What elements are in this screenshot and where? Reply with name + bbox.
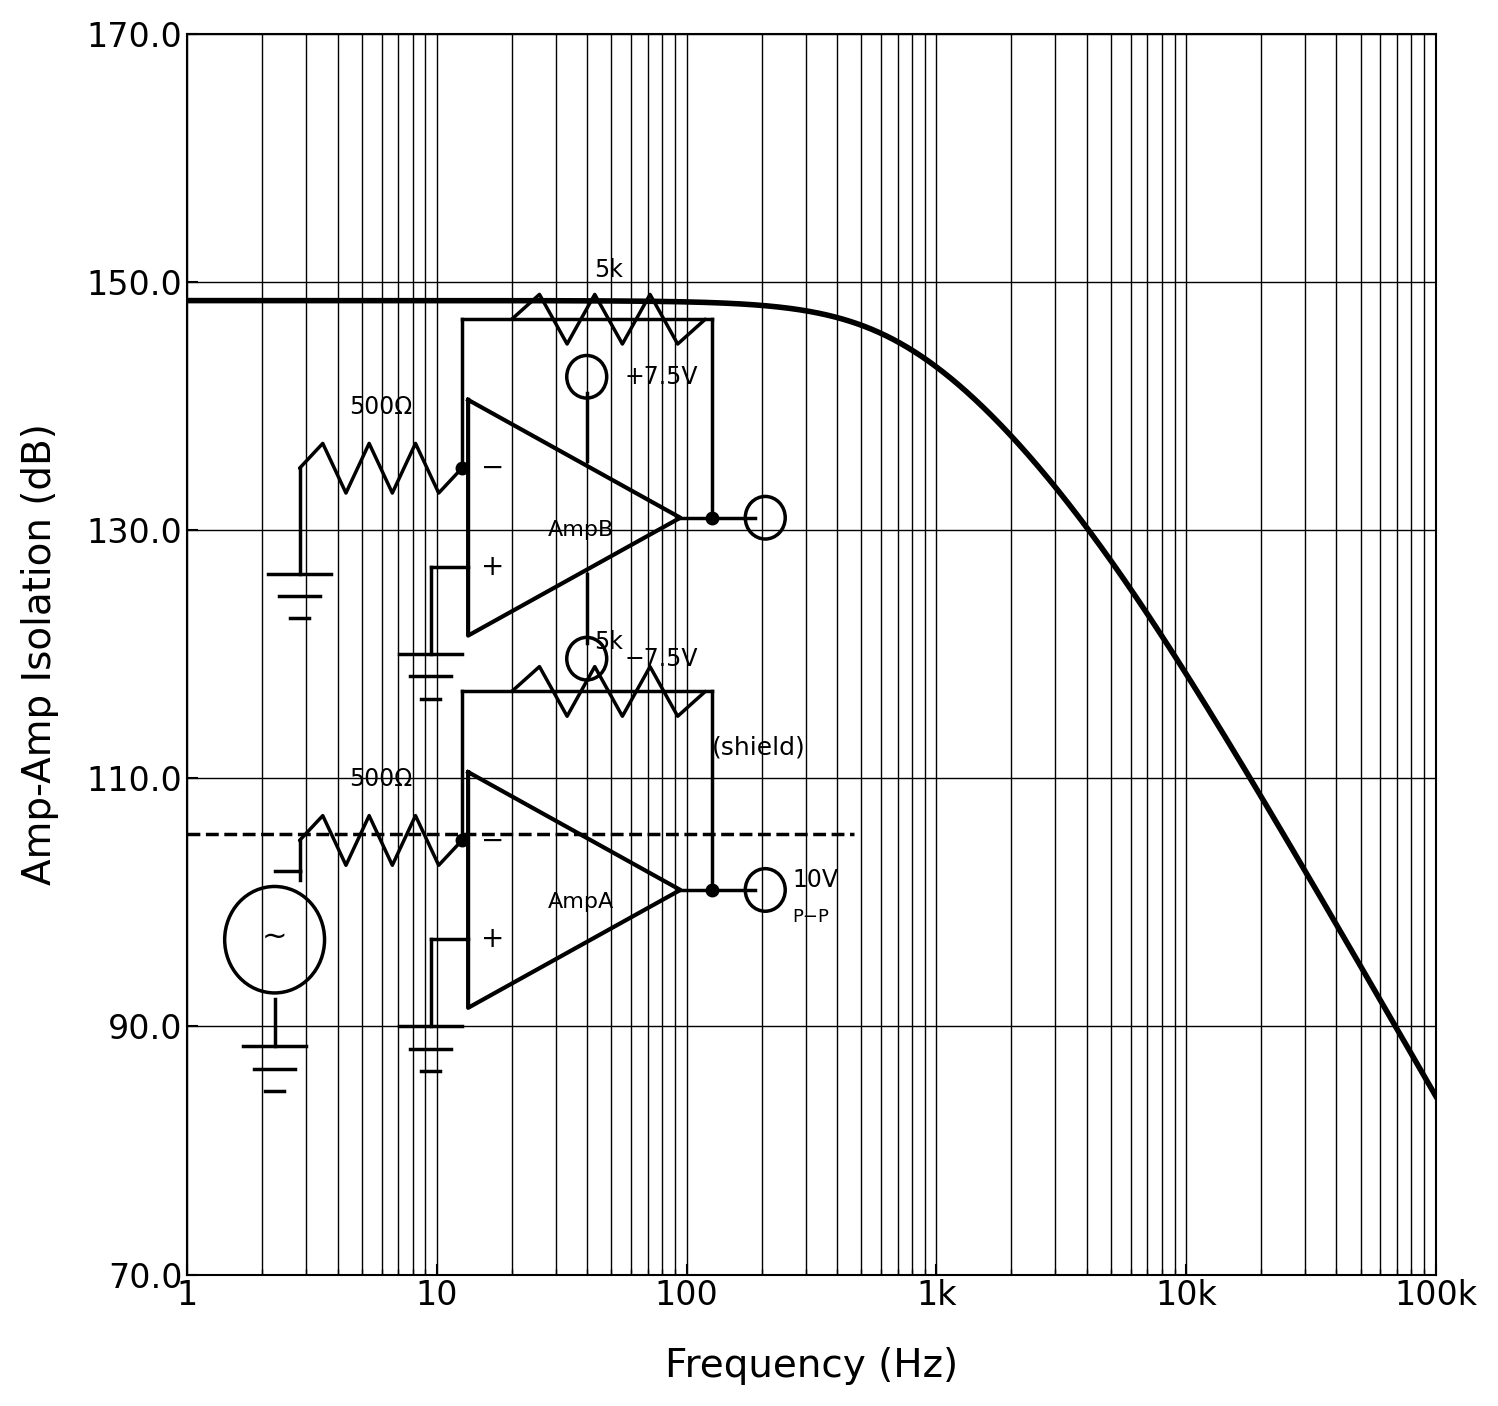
X-axis label: Frequency (Hz): Frequency (Hz) — [665, 1347, 959, 1385]
Text: 500Ω: 500Ω — [349, 395, 412, 419]
Text: P−P: P−P — [792, 908, 830, 927]
Text: AmpB: AmpB — [547, 520, 614, 540]
Text: +: + — [481, 925, 505, 953]
Text: +7.5V: +7.5V — [625, 364, 698, 389]
Text: 500Ω: 500Ω — [349, 766, 412, 790]
Text: AmpA: AmpA — [547, 893, 614, 912]
Y-axis label: Amp-Amp Isolation (dB): Amp-Amp Isolation (dB) — [21, 423, 58, 886]
Text: 5k: 5k — [595, 630, 623, 654]
Text: ~: ~ — [262, 922, 288, 952]
Text: 5k: 5k — [595, 257, 623, 283]
Text: −7.5V: −7.5V — [625, 647, 698, 671]
Text: (shield): (shield) — [712, 735, 806, 759]
Text: 10V: 10V — [792, 868, 839, 891]
Text: +: + — [481, 553, 505, 581]
Text: −: − — [481, 454, 505, 482]
Text: −: − — [481, 827, 505, 855]
